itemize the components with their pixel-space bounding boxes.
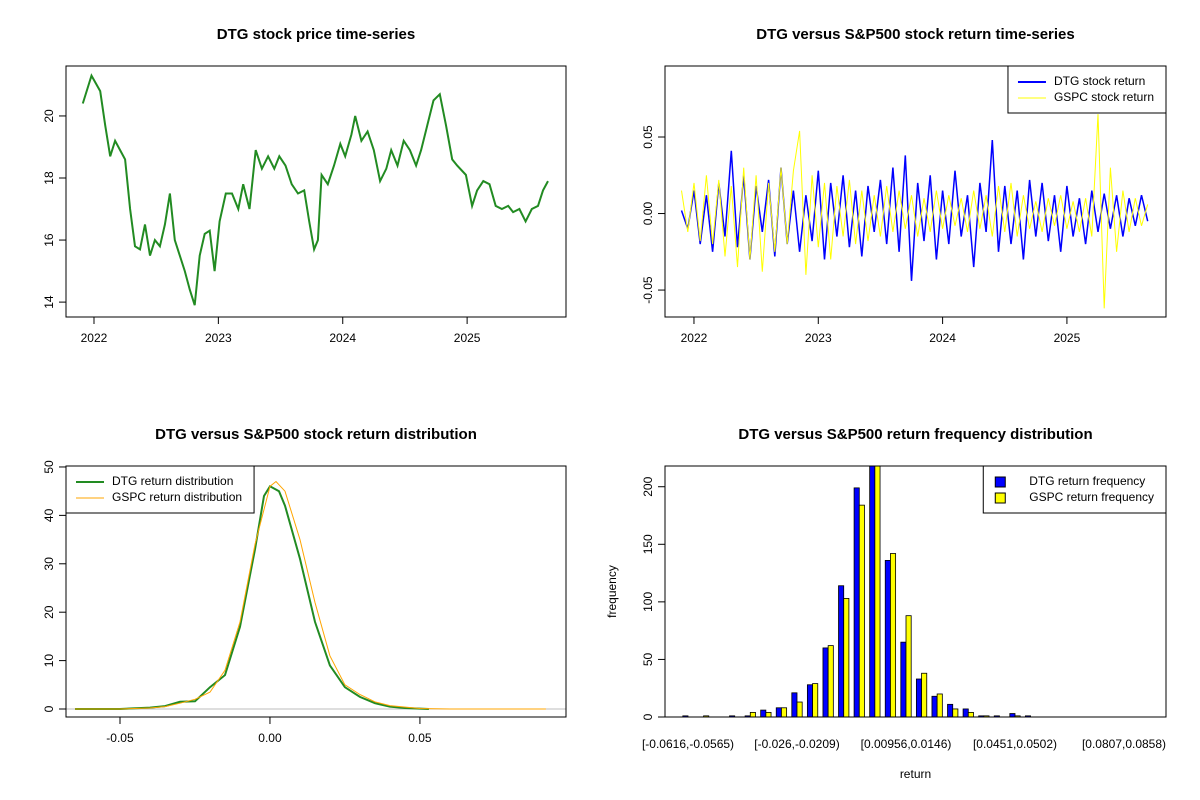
bar [884, 560, 891, 718]
x-tick-label: [-0.026,-0.0209) [754, 737, 839, 751]
y-tick-label: -0.05 [641, 276, 655, 304]
legend-label: DTG return distribution [112, 474, 233, 488]
bar [931, 695, 938, 718]
y-tick-label: 10 [42, 654, 56, 668]
legend-label: GSPC return distribution [112, 490, 242, 504]
plot-box [65, 465, 567, 718]
y-tick-label: 0.05 [641, 125, 655, 149]
x-axis-label: return [900, 767, 931, 781]
y-tick-label: 0 [42, 705, 56, 712]
x-tick-label: [0.0807,0.0858) [1082, 737, 1166, 751]
y-tick-label: 200 [641, 476, 655, 496]
bar [812, 683, 819, 718]
legend-label: DTG return frequency [1029, 474, 1145, 488]
y-tick-label: 40 [42, 508, 56, 522]
bar [760, 709, 767, 718]
bar [936, 693, 943, 718]
series-line [681, 114, 1149, 309]
x-tick-label: -0.05 [106, 731, 134, 745]
y-tick-label: 0 [641, 713, 655, 720]
bar [853, 487, 860, 718]
x-tick-label: [0.0451,0.0502) [973, 737, 1057, 751]
x-tick-label: 2022 [81, 331, 108, 345]
bar [838, 585, 845, 718]
bar [947, 703, 954, 718]
x-tick-label: [0.00956,0.0146) [861, 737, 952, 751]
series-line [75, 480, 546, 710]
bar [874, 465, 881, 718]
bar [921, 672, 928, 718]
chart-title: DTG versus S&P500 stock return time-seri… [756, 26, 1074, 43]
y-tick-label: 20 [42, 109, 56, 123]
y-tick-label: 20 [42, 605, 56, 619]
y-tick-label: 18 [42, 171, 56, 185]
y-tick-label: 100 [641, 592, 655, 612]
legend: DTG return distribution GSPC return distr… [65, 465, 255, 514]
x-tick-label: 2023 [205, 331, 232, 345]
bar [843, 598, 850, 718]
bar [1009, 713, 1016, 718]
legend-box [1007, 65, 1167, 114]
bar [781, 707, 788, 718]
bar [827, 645, 834, 718]
bar [791, 692, 798, 718]
legend: DTG stock return GSPC stock return [1007, 65, 1167, 114]
bar [962, 708, 969, 718]
bar [749, 711, 756, 718]
y-axis-label: frequency [605, 565, 619, 618]
bar [858, 504, 865, 718]
y-tick-label: 0.00 [641, 202, 655, 226]
chart-title: DTG versus S&P500 return frequency distr… [738, 426, 1092, 443]
y-tick-label: 16 [42, 233, 56, 247]
y-tick-label: 30 [42, 557, 56, 571]
bar [952, 708, 959, 718]
y-tick-label: 50 [42, 460, 56, 474]
legend-box [65, 465, 255, 514]
bar [915, 678, 922, 718]
legend-label: GSPC return frequency [1029, 490, 1154, 504]
legend-swatch [994, 476, 1006, 488]
chart-title: DTG versus S&P500 stock return distribut… [155, 426, 477, 443]
x-tick-label: [-0.0616,-0.0565) [642, 737, 734, 751]
x-tick-label: 2025 [454, 331, 481, 345]
panel: DTG versus S&P500 return frequency distr… [605, 426, 1167, 781]
legend-label: GSPC stock return [1054, 90, 1154, 104]
plot-box [65, 65, 567, 318]
bar [775, 707, 782, 718]
bar [869, 465, 876, 718]
panel: DTG versus S&P500 stock return distribut… [42, 426, 567, 745]
bar [796, 701, 803, 718]
legend: DTG return frequency GSPC return frequenc… [982, 465, 1167, 514]
bar [905, 615, 912, 718]
chart-title: DTG stock price time-series [217, 26, 415, 43]
x-tick-label: 0.05 [408, 731, 432, 745]
x-tick-label: 2022 [681, 331, 708, 345]
bar [765, 711, 772, 718]
y-tick-label: 150 [641, 534, 655, 554]
y-tick-label: 14 [42, 295, 56, 309]
panel: DTG versus S&P500 stock return time-seri… [641, 26, 1167, 345]
x-tick-label: 0.00 [258, 731, 282, 745]
bar [822, 647, 829, 718]
legend-label: DTG stock return [1054, 74, 1145, 88]
bar [806, 684, 813, 718]
x-tick-label: 2024 [929, 331, 956, 345]
plot-box [664, 65, 1167, 318]
series-line [680, 140, 1149, 281]
panel: DTG stock price time-series 14 16 18 20 2022 2… [42, 26, 567, 345]
bar [890, 553, 897, 718]
legend-box [982, 465, 1167, 514]
series-line [75, 484, 429, 710]
bar [967, 711, 974, 718]
y-tick-label: 50 [641, 652, 655, 666]
series-line [81, 73, 549, 306]
x-tick-label: 2023 [805, 331, 832, 345]
bar [900, 641, 907, 718]
x-tick-label: 2024 [329, 331, 356, 345]
plot-box [664, 465, 1167, 718]
legend-swatch [994, 492, 1006, 504]
x-tick-label: 2025 [1054, 331, 1081, 345]
